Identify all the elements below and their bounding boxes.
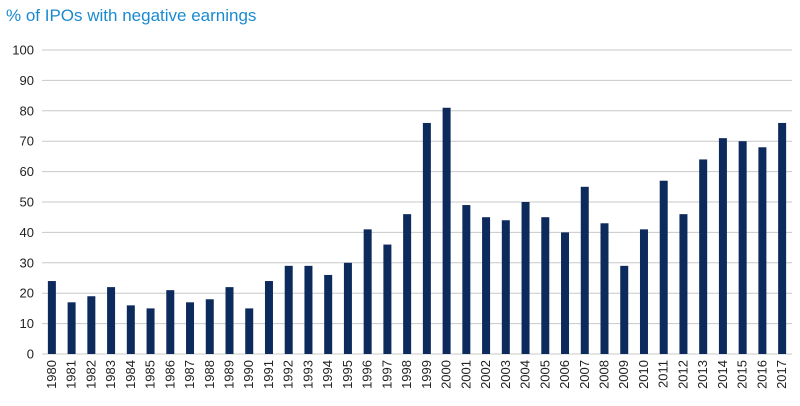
x-tick-label: 1989 — [222, 360, 237, 389]
x-tick-label: 2017 — [774, 360, 789, 389]
x-tick-label: 2008 — [597, 360, 612, 389]
bars — [47, 107, 787, 355]
bar-1991 — [264, 281, 273, 354]
x-tick-label: 1984 — [123, 360, 138, 389]
bar-1995 — [343, 262, 352, 354]
bar-1980 — [47, 281, 56, 354]
bar-1988 — [205, 299, 214, 354]
bar-2001 — [462, 205, 471, 354]
bar-2010 — [639, 229, 648, 354]
y-tick-label: 70 — [20, 134, 34, 149]
x-tick-label: 1983 — [103, 360, 118, 389]
y-tick-label: 0 — [27, 347, 34, 362]
x-tick-label: 2010 — [636, 360, 651, 389]
x-tick-label: 1981 — [64, 360, 79, 389]
y-tick-label: 10 — [20, 316, 34, 331]
x-tick-label: 2013 — [695, 360, 710, 389]
y-tick-label: 50 — [20, 195, 34, 210]
bar-2004 — [521, 202, 530, 354]
x-tick-label: 1996 — [360, 360, 375, 389]
bar-1989 — [225, 287, 234, 354]
bar-1986 — [166, 290, 175, 354]
x-tick-label: 2015 — [735, 360, 750, 389]
bar-1994 — [324, 274, 333, 354]
x-tick-label: 1999 — [419, 360, 434, 389]
chart-title: % of IPOs with negative earnings — [6, 6, 257, 25]
y-tick-label: 60 — [20, 164, 34, 179]
x-tick-label: 2000 — [439, 360, 454, 389]
bar-2002 — [482, 217, 491, 354]
bar-1996 — [363, 229, 372, 354]
x-tick-label: 2011 — [656, 360, 671, 388]
bar-2015 — [738, 141, 747, 354]
bar-1993 — [304, 265, 313, 354]
bar-1998 — [403, 214, 412, 354]
x-tick-label: 2012 — [675, 360, 690, 389]
bar-1983 — [107, 287, 116, 354]
y-tick-label: 100 — [12, 43, 34, 58]
x-tick-label: 1992 — [281, 360, 296, 389]
x-tick-label: 2009 — [616, 360, 631, 389]
bar-2000 — [442, 107, 451, 354]
bar-1987 — [186, 302, 195, 354]
x-axis-tick-labels: 1980 1981 1982 1983 1984 1985 1986 1987 1988 1989… — [44, 360, 789, 389]
bar-1997 — [383, 244, 392, 354]
bar-2017 — [778, 122, 787, 355]
x-tick-label: 1994 — [320, 360, 335, 389]
bar-2007 — [580, 186, 589, 354]
bar-2014 — [718, 138, 727, 354]
y-tick-label: 80 — [20, 103, 34, 118]
bar-2006 — [561, 232, 570, 354]
bar-2012 — [679, 214, 688, 354]
x-tick-label: 2005 — [537, 360, 552, 389]
y-tick-label: 30 — [20, 255, 34, 270]
x-tick-label: 1997 — [379, 360, 394, 389]
bar-1992 — [284, 265, 293, 354]
y-tick-label: 20 — [20, 286, 34, 301]
bar-2003 — [501, 220, 510, 354]
bar-1984 — [126, 305, 135, 354]
bar-2005 — [541, 217, 550, 354]
x-tick-label: 1982 — [83, 360, 98, 389]
x-tick-label: 2007 — [577, 360, 592, 389]
x-tick-label: 1980 — [44, 360, 59, 389]
bar-2013 — [699, 159, 708, 354]
bar-2009 — [620, 265, 629, 354]
bar-2016 — [758, 147, 767, 354]
bar-1981 — [67, 302, 76, 354]
x-tick-label: 1993 — [300, 360, 315, 389]
y-tick-label: 40 — [20, 225, 34, 240]
bar-1985 — [146, 308, 155, 354]
x-tick-label: 1987 — [182, 360, 197, 389]
x-tick-label: 1986 — [162, 360, 177, 389]
x-tick-label: 1991 — [261, 360, 276, 389]
x-tick-label: 1985 — [143, 360, 158, 389]
x-tick-label: 1998 — [399, 360, 414, 389]
x-tick-label: 1995 — [340, 360, 355, 389]
y-tick-label: 90 — [20, 73, 34, 88]
x-tick-label: 2004 — [518, 360, 533, 389]
bar-1999 — [422, 122, 431, 355]
x-tick-label: 1990 — [241, 360, 256, 389]
x-tick-label: 2002 — [478, 360, 493, 389]
bar-2008 — [600, 223, 609, 354]
y-axis-tick-labels: 0 10 20 30 40 50 60 70 80 90 100 — [12, 43, 34, 362]
bar-1982 — [87, 296, 96, 354]
bar-2011 — [659, 180, 668, 354]
x-tick-label: 2006 — [557, 360, 572, 389]
x-tick-label: 2016 — [754, 360, 769, 389]
x-tick-label: 2001 — [458, 360, 473, 389]
x-tick-label: 2003 — [498, 360, 513, 389]
x-tick-label: 2014 — [715, 360, 730, 389]
x-tick-label: 1988 — [202, 360, 217, 389]
bar-1990 — [245, 308, 254, 354]
